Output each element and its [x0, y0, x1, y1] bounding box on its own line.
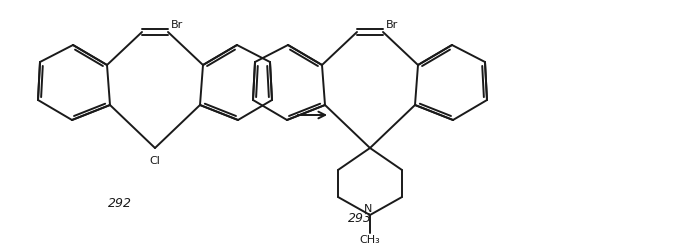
- Text: Cl: Cl: [150, 156, 161, 166]
- Text: 292: 292: [108, 197, 132, 210]
- Text: CH₃: CH₃: [359, 235, 380, 243]
- Text: Br: Br: [171, 20, 183, 30]
- Text: 293: 293: [348, 212, 372, 225]
- Text: Br: Br: [386, 20, 398, 30]
- Text: N: N: [363, 204, 372, 214]
